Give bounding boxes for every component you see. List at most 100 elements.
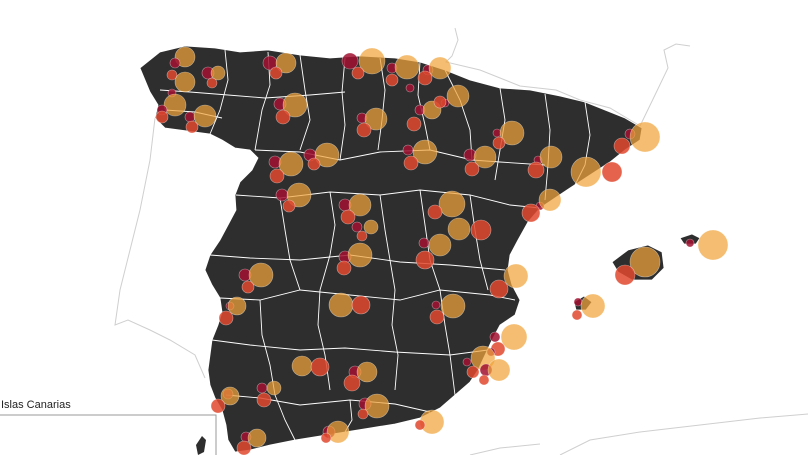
bubble-red-orange xyxy=(601,161,623,183)
bubble-light-orange xyxy=(266,380,282,396)
bubble-light-orange xyxy=(356,361,378,383)
canary-inset: Islas Canarias xyxy=(0,399,217,455)
inset-label: Islas Canarias xyxy=(1,399,71,411)
bubble-red-orange xyxy=(236,440,252,455)
bubble-red-orange xyxy=(155,110,169,124)
bubble-red-orange xyxy=(356,230,368,242)
bubble-red-orange xyxy=(357,408,369,420)
bubble-dark-red xyxy=(685,238,695,248)
bubble-red-orange xyxy=(166,69,178,81)
bubble-light-orange xyxy=(220,386,240,406)
bubble-dark-red xyxy=(402,144,414,156)
bubble-red-orange xyxy=(340,209,356,225)
bubble-layer xyxy=(155,46,729,455)
bubble-light-orange xyxy=(440,293,466,319)
bubble-dark-red xyxy=(489,331,501,343)
bubble-red-orange xyxy=(415,250,435,270)
bubble-dark-red xyxy=(256,382,268,394)
bubble-red-orange xyxy=(489,279,509,299)
bubble-red-orange xyxy=(614,264,636,286)
bubble-red-orange xyxy=(310,357,330,377)
bubble-red-orange xyxy=(275,109,291,125)
bubble-red-orange xyxy=(351,295,371,315)
bubble-light-orange xyxy=(487,358,511,382)
bubble-red-orange xyxy=(343,374,361,392)
bubble-dark-red xyxy=(169,57,181,69)
bubble-red-orange xyxy=(269,168,285,184)
bubble-light-orange xyxy=(163,93,187,117)
canary-island-shape xyxy=(196,436,206,455)
bubble-light-orange xyxy=(539,145,563,169)
bubble-light-orange xyxy=(248,262,274,288)
bubble-red-orange xyxy=(218,310,234,326)
bubble-light-orange xyxy=(500,323,528,351)
bubble-red-orange xyxy=(527,161,545,179)
bubble-light-orange xyxy=(570,156,602,188)
bubble-light-orange xyxy=(227,296,247,316)
bubble-red-orange xyxy=(269,66,283,80)
bubble-red-orange xyxy=(521,203,541,223)
bubble-light-orange xyxy=(347,242,373,268)
bubble-red-orange xyxy=(307,157,321,171)
bubble-red-orange xyxy=(417,70,433,86)
bubble-light-orange xyxy=(412,139,438,165)
bubble-light-orange xyxy=(473,145,497,169)
bubble-dark-red xyxy=(351,221,363,233)
bubble-light-orange xyxy=(282,92,308,118)
bubble-red-orange xyxy=(492,136,506,150)
bubble-light-orange xyxy=(326,420,350,444)
bubble-light-orange xyxy=(438,190,466,218)
bubble-red-orange xyxy=(464,161,480,177)
bubble-red-orange xyxy=(241,280,255,294)
bubble-red-orange xyxy=(427,204,443,220)
bubble-red-orange xyxy=(429,309,445,325)
bubble-light-orange xyxy=(364,393,390,419)
bubble-light-orange xyxy=(363,219,379,235)
bubble-light-orange xyxy=(538,188,562,212)
bubble-light-orange xyxy=(286,182,312,208)
bubble-red-orange xyxy=(210,398,226,414)
bubble-red-orange xyxy=(320,432,332,444)
bubble-red-orange xyxy=(282,199,296,213)
bubble-red-orange xyxy=(336,260,352,276)
bubble-red-orange xyxy=(414,419,426,431)
bubble-light-orange xyxy=(174,71,196,93)
bubble-light-orange xyxy=(447,217,471,241)
bubble-red-orange xyxy=(571,309,583,321)
bubble-light-orange xyxy=(291,355,313,377)
bubble-red-orange xyxy=(356,122,372,138)
bubble-light-orange xyxy=(348,193,372,217)
bubble-red-orange xyxy=(206,77,218,89)
bubble-light-orange xyxy=(629,246,661,278)
bubble-light-orange xyxy=(428,56,452,80)
bubble-light-orange xyxy=(446,84,470,108)
bubble-light-orange xyxy=(193,104,217,128)
bubble-light-orange xyxy=(364,107,388,131)
bubble-red-orange xyxy=(433,95,447,109)
bubble-light-orange xyxy=(358,47,386,75)
bubble-light-orange xyxy=(278,151,304,177)
bubble-red-orange xyxy=(466,365,480,379)
bubble-light-orange xyxy=(394,54,420,80)
bubble-light-orange xyxy=(428,233,452,257)
bubble-red-orange xyxy=(351,66,365,80)
bubble-light-orange xyxy=(629,121,661,153)
bubble-dark-red xyxy=(418,237,430,249)
bubble-dark-red xyxy=(405,83,415,93)
bubble-red-orange xyxy=(613,137,631,155)
bubble-light-orange xyxy=(328,292,354,318)
bubble-dark-red xyxy=(341,52,359,70)
bubble-red-orange xyxy=(478,374,490,386)
bubble-light-orange xyxy=(210,65,226,81)
bubble-red-orange xyxy=(256,392,272,408)
bubble-light-orange xyxy=(697,229,729,261)
bubble-red-orange xyxy=(406,116,422,132)
bubble-dark-red xyxy=(275,188,289,202)
bubble-red-orange xyxy=(385,73,399,87)
bubble-light-orange xyxy=(275,52,297,74)
bubble-dark-red xyxy=(462,357,472,367)
neighbor-outlines xyxy=(114,27,808,455)
bubble-red-orange xyxy=(470,219,492,241)
